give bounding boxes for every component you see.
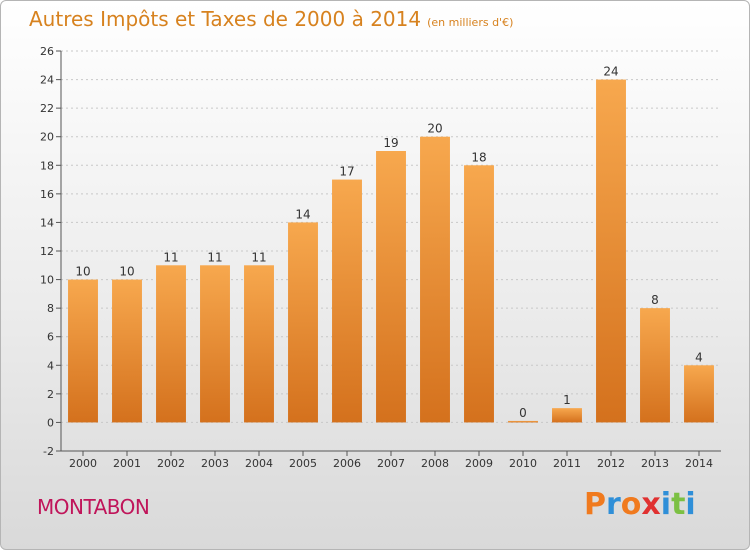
x-tick-label: 2012: [597, 457, 625, 470]
data-labels: 10 10 11 11 11 14 17 19 20 18 0 1 24 8 4: [75, 65, 702, 420]
x-tick-label: 2009: [465, 457, 493, 470]
bar: [200, 265, 230, 423]
bar-value-label: 20: [427, 122, 442, 136]
y-tick-label: 6: [47, 331, 54, 344]
bar: [420, 136, 450, 423]
y-tick-label: 10: [40, 274, 54, 287]
bar-value-label: 11: [251, 250, 266, 264]
logo-letter: r: [606, 487, 621, 522]
y-tick-label: 26: [40, 45, 54, 58]
x-tick-label: 2005: [289, 457, 317, 470]
y-tick-label: 20: [40, 131, 54, 144]
bar-value-label: 8: [651, 293, 659, 307]
y-tick-label: 4: [47, 359, 54, 372]
bar: [156, 265, 186, 423]
bars: [68, 79, 714, 423]
bar-value-label: 18: [471, 150, 486, 164]
chart-title: Autres Impôts et Taxes de 2000 à 2014 (en…: [29, 7, 513, 31]
x-tick-label: 2006: [333, 457, 361, 470]
bar-value-label: 0: [519, 406, 527, 420]
x-tick-label: 2008: [421, 457, 449, 470]
place-name: MONTABON: [37, 495, 150, 519]
bar: [244, 265, 274, 423]
chart-title-text: Autres Impôts et Taxes de 2000 à 2014: [29, 7, 422, 31]
y-tick-label: -2: [43, 445, 54, 458]
logo-letter: o: [620, 487, 642, 522]
y-tick-label: 14: [40, 216, 54, 229]
bar-value-label: 1: [563, 393, 571, 407]
bar: [288, 222, 318, 423]
x-tick-label: 2007: [377, 457, 405, 470]
chart-unit: (en milliers d'€): [427, 16, 514, 29]
y-tick-label: 16: [40, 188, 54, 201]
bar: [640, 308, 670, 423]
logo-letter: i: [685, 487, 696, 522]
bar-value-label: 4: [695, 350, 703, 364]
y-tick-label: 24: [40, 74, 54, 87]
bar: [376, 151, 406, 423]
y-tick-label: 22: [40, 102, 54, 115]
y-tick-label: 0: [47, 416, 54, 429]
bar-value-label: 10: [119, 265, 134, 279]
bar: [684, 365, 714, 423]
bar: [552, 408, 582, 423]
logo-letter: P: [584, 487, 606, 522]
logo-letter: t: [671, 487, 686, 522]
bar: [332, 179, 362, 423]
bar: [596, 79, 626, 423]
bar-value-label: 14: [295, 207, 310, 221]
bar: [112, 279, 142, 423]
bar: [464, 165, 494, 423]
y-tick-label: 8: [47, 302, 54, 315]
y-tick-label: 12: [40, 245, 54, 258]
x-tick-label: 2002: [157, 457, 185, 470]
x-tick-label: 2014: [685, 457, 713, 470]
x-tick-label: 2001: [113, 457, 141, 470]
x-tick-label: 2003: [201, 457, 229, 470]
proxiti-logo[interactable]: Proxiti: [584, 487, 696, 522]
bar-value-label: 11: [207, 250, 222, 264]
x-tick-label: 2013: [641, 457, 669, 470]
x-tick-label: 2004: [245, 457, 273, 470]
x-tick-label: 2010: [509, 457, 537, 470]
x-tick-label: 2011: [553, 457, 581, 470]
y-tick-label: 18: [40, 159, 54, 172]
bar-value-label: 24: [603, 65, 618, 79]
bar-value-label: 17: [339, 165, 354, 179]
x-tick-label: 2000: [69, 457, 97, 470]
bar: [68, 279, 98, 423]
y-tick-label: 2: [47, 388, 54, 401]
bar-value-label: 19: [383, 136, 398, 150]
bar-value-label: 11: [163, 250, 178, 264]
bar: [508, 420, 538, 423]
logo-letter: x: [641, 487, 661, 522]
logo-letter: i: [660, 487, 672, 522]
bar-value-label: 10: [75, 265, 90, 279]
